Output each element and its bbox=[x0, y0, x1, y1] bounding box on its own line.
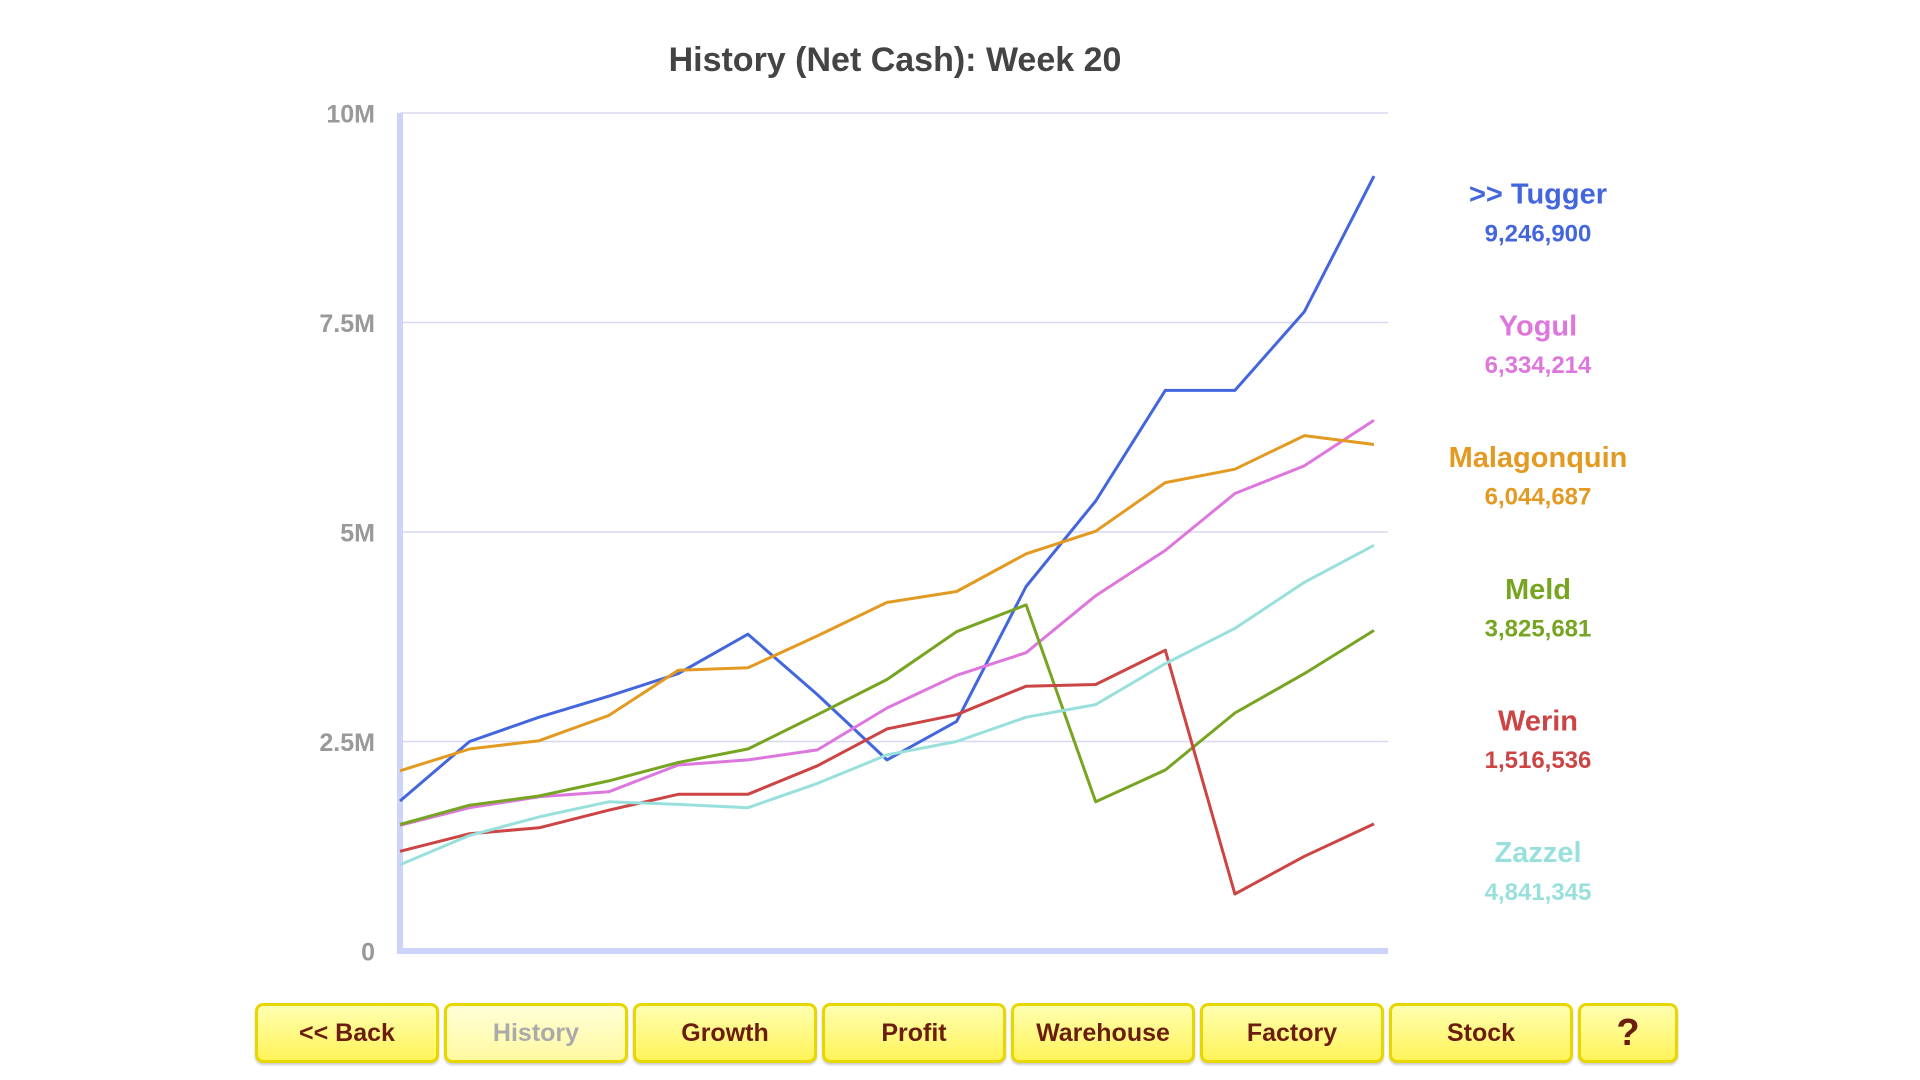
y-tick-label: 7.5M bbox=[319, 310, 375, 338]
series-line bbox=[399, 418, 1375, 827]
series-line bbox=[399, 648, 1375, 896]
legend-value: 3,825,681 bbox=[1485, 615, 1592, 642]
legend-name: >> Tugger bbox=[1469, 179, 1607, 211]
chart: History (Net Cash): Week 20 0 2.5M 5M 7.5M 1… bbox=[319, 41, 1628, 967]
nav-button[interactable]: << Back bbox=[255, 1003, 439, 1063]
series-line bbox=[399, 175, 1376, 803]
nav-button[interactable]: History bbox=[444, 1003, 628, 1063]
y-tick-label: 5M bbox=[340, 520, 375, 548]
y-tick-label: 2.5M bbox=[319, 729, 375, 757]
series-line bbox=[399, 543, 1375, 867]
nav-button[interactable]: Warehouse bbox=[1011, 1003, 1195, 1063]
legend-name: Meld bbox=[1505, 574, 1571, 606]
nav-button[interactable]: Factory bbox=[1200, 1003, 1384, 1063]
legend-value: 6,334,214 bbox=[1485, 352, 1592, 379]
chart-title: History (Net Cash): Week 20 bbox=[669, 41, 1122, 79]
y-tick-label: 10M bbox=[326, 101, 375, 129]
legend-value: 6,044,687 bbox=[1485, 484, 1592, 511]
nav-button[interactable]: Stock bbox=[1389, 1003, 1573, 1063]
legend-value: 1,516,536 bbox=[1485, 747, 1592, 774]
legend-value: 4,841,345 bbox=[1485, 879, 1592, 906]
nav-button[interactable]: Profit bbox=[822, 1003, 1006, 1063]
nav-bar: << Back History Growth Profit Warehouse Facto… bbox=[255, 1003, 1678, 1069]
legend-name: Werin bbox=[1498, 705, 1578, 737]
legend-name: Malagonquin bbox=[1449, 442, 1628, 474]
nav-button[interactable]: ? bbox=[1578, 1003, 1678, 1063]
series-line bbox=[399, 434, 1375, 773]
series-line bbox=[399, 603, 1375, 826]
y-tick-label: 0 bbox=[361, 939, 375, 967]
nav-button[interactable]: Growth bbox=[633, 1003, 817, 1063]
legend-name: Zazzel bbox=[1494, 837, 1581, 869]
legend-name: Yogul bbox=[1499, 310, 1577, 342]
legend-value: 9,246,900 bbox=[1485, 220, 1592, 247]
